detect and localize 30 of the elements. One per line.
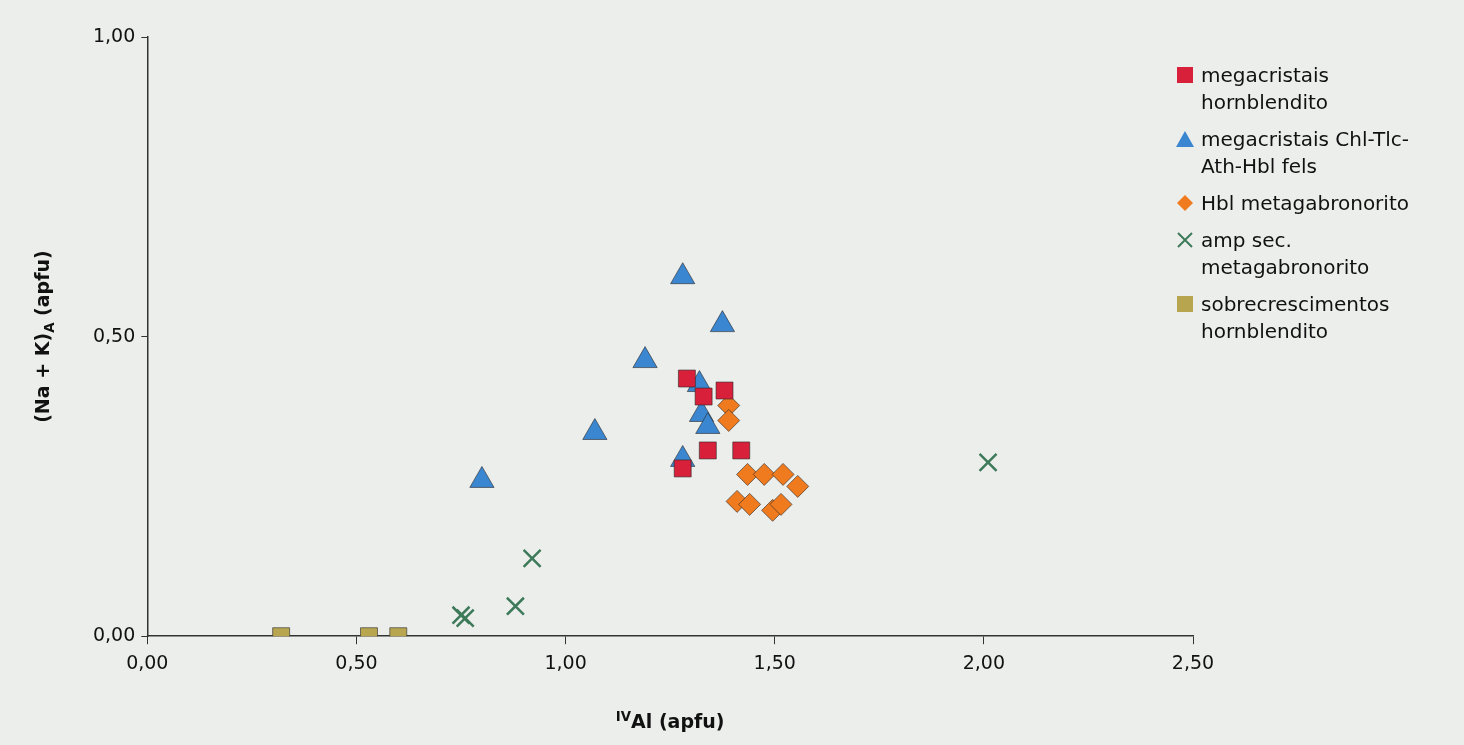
point: [698, 441, 717, 460]
point: [522, 548, 542, 569]
point: [752, 462, 776, 486]
point: [786, 474, 810, 498]
legend-label: megacristais hornblendito: [1201, 62, 1330, 116]
legend-label: megacristais Chl-Tlc-Ath-Hbl fels: [1201, 126, 1410, 180]
point: [717, 408, 741, 432]
legend-label: Hbl metagabronorito: [1201, 190, 1409, 217]
x-tick-label: 2,50: [1171, 650, 1215, 673]
x-tick-label: 0,00: [126, 650, 169, 673]
point: [978, 452, 998, 473]
y-axis-title: (Na + K)A (apfu): [31, 250, 58, 423]
x-tick-label: 0,50: [335, 650, 378, 673]
point: [771, 462, 795, 486]
point: [694, 387, 713, 406]
y-tick-label: 1,00: [92, 23, 136, 46]
point: [732, 441, 751, 460]
legend-label: amp sec. metagabronorito: [1201, 227, 1371, 281]
point: [677, 369, 696, 388]
point: [738, 492, 762, 516]
point: [715, 381, 734, 400]
y-tick-label: 0,50: [92, 323, 136, 346]
point: [505, 596, 526, 616]
x-tick-label: 1,00: [544, 650, 587, 673]
point: [673, 459, 692, 478]
point: [769, 492, 793, 516]
x-tick-label: 1,50: [753, 650, 796, 673]
x-tick-label: 2,00: [962, 650, 1006, 673]
legend-label: sobrecrescimentos hornblendito: [1201, 291, 1391, 345]
y-tick-label: 0,00: [92, 623, 136, 646]
